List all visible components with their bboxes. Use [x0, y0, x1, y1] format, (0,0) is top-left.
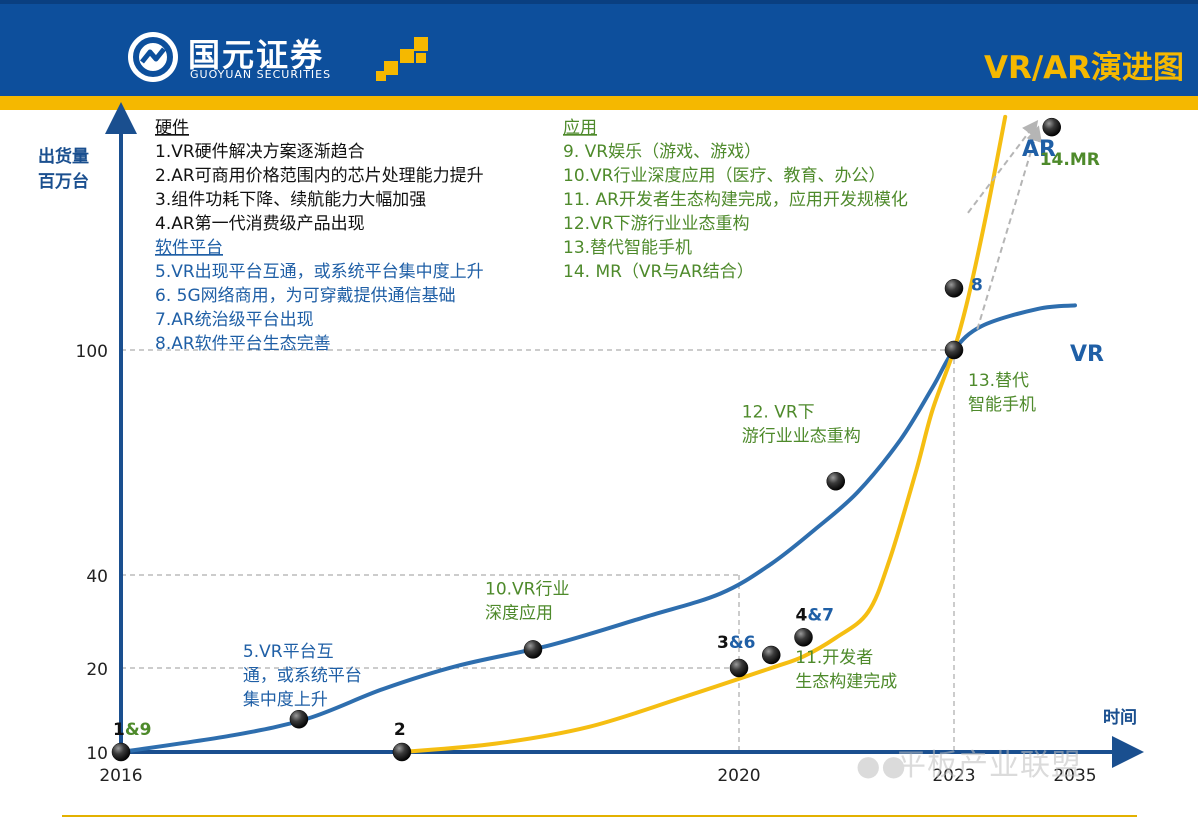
application-header: 应用 — [563, 118, 597, 138]
milestone-label: 12. VR下 — [742, 402, 815, 422]
software-item: 7.AR统治级平台出现 — [155, 310, 314, 330]
milestone-label: 5.VR平台互 — [243, 642, 334, 662]
header-bar: 国元证券 GUOYUAN SECURITIES VR/AR演进图 — [0, 0, 1198, 96]
y-tick-label: 100 — [76, 342, 108, 362]
series-line-ar — [399, 114, 1008, 754]
milestone-label: 13.替代 — [968, 371, 1029, 391]
hardware-item: 4.AR第一代消费级产品出现 — [155, 214, 365, 234]
milestone-point — [944, 279, 964, 298]
milestone-point — [826, 472, 845, 491]
milestone-point — [289, 709, 309, 729]
series-label-ar: AR — [1022, 137, 1056, 162]
application-item: 12.VR下游行业业态重构 — [563, 214, 749, 234]
y-tick-label: 10 — [86, 744, 108, 764]
software-item: 5.VR出现平台互通，或系统平台集中度上升 — [155, 262, 484, 282]
milestone-point — [729, 658, 749, 678]
software-item: 6. 5G网络商用，为可穿戴提供通信基础 — [155, 286, 456, 306]
y-axis-title: 百万台 — [38, 171, 89, 192]
footer-divider — [62, 815, 1137, 817]
header-stripe — [0, 96, 1198, 110]
company-name: 国元证券 — [188, 36, 325, 74]
milestone-label: 深度应用 — [485, 603, 553, 623]
milestone-point — [794, 628, 813, 647]
company-name-en: GUOYUAN SECURITIES — [190, 68, 332, 81]
series-label-vr: VR — [1070, 342, 1104, 367]
milestone-number-part: 1 — [113, 720, 125, 740]
hardware-header: 硬件 — [155, 118, 189, 138]
milestone-point — [762, 645, 781, 665]
x-tick-label: 2020 — [717, 766, 760, 786]
y-axis-title: 出货量 — [38, 146, 89, 167]
application-item: 10.VR行业深度应用（医疗、教育、办公） — [563, 166, 885, 186]
milestone-number-part: 8 — [971, 275, 983, 295]
company-logo-icon — [128, 32, 178, 82]
watermark: ●●平板产业联盟 — [856, 740, 1082, 784]
milestone-label: 游行业业态重构 — [742, 426, 861, 446]
application-item: 11. AR开发者生态构建完成，应用开发规模化 — [563, 190, 908, 210]
milestone-number-part: &6 — [729, 633, 756, 653]
milestone-number-label: 2 — [394, 720, 406, 740]
x-tick-label: 2023 — [932, 766, 975, 786]
milestone-number-label: 8 — [971, 275, 983, 295]
hardware-item: 3.组件功耗下降、续航能力大幅加强 — [155, 190, 426, 210]
x-axis-title: 时间 — [1103, 707, 1137, 728]
milestone-number-part: 4 — [796, 605, 808, 625]
application-item: 13.替代智能手机 — [563, 238, 692, 258]
milestone-label: 10.VR行业 — [485, 579, 569, 599]
x-tick-label: 2035 — [1053, 766, 1096, 786]
y-tick-label: 40 — [86, 567, 108, 587]
milestone-point — [523, 640, 543, 659]
hardware-item: 2.AR可商用价格范围内的芯片处理能力提升 — [155, 166, 484, 186]
mr-arrow-from-ar — [967, 119, 1039, 214]
milestone-label: 生态构建完成 — [795, 672, 897, 692]
mr-arrow-from-vr — [976, 125, 1042, 330]
logo-squares-icon — [376, 37, 428, 81]
y-tick-label: 20 — [86, 660, 108, 680]
milestone-label: 通，或系统平台 — [243, 666, 362, 686]
milestone-label: 14.MR — [1040, 150, 1100, 170]
software-item: 8.AR软件平台生态完善 — [155, 334, 331, 354]
reference-lines — [121, 349, 955, 752]
x-tick-label: 2016 — [99, 766, 142, 786]
milestone-label: 集中度上升 — [243, 690, 328, 710]
application-item: 14. MR（VR与AR结合） — [563, 262, 754, 282]
milestone-number-label: 4&7 — [796, 605, 835, 625]
milestone-number-part: 2 — [394, 720, 406, 740]
milestone-point — [944, 340, 964, 360]
page-title: VR/AR演进图 — [983, 50, 1184, 86]
milestone-number-label: 1&9 — [113, 720, 152, 740]
milestone-number-part: &9 — [125, 720, 152, 740]
hardware-item: 1.VR硬件解决方案逐渐趋合 — [155, 142, 365, 162]
milestone-label: 智能手机 — [968, 395, 1036, 415]
mr-arrows — [967, 119, 1042, 330]
software-header: 软件平台 — [155, 238, 223, 258]
milestone-label: 11.开发者 — [795, 648, 873, 668]
milestone-point — [1042, 117, 1061, 137]
milestone-number-label: 3&6 — [717, 633, 756, 653]
milestone-point — [111, 742, 131, 762]
axes — [105, 102, 1144, 768]
milestone-number-part: 3 — [717, 633, 729, 653]
application-item: 9. VR娱乐（游戏、游戏） — [563, 142, 761, 162]
watermark-text: 平板产业联盟 — [896, 748, 1082, 783]
milestone-number-part: &7 — [807, 605, 834, 625]
milestone-points — [111, 117, 1061, 762]
wechat-icon: ●● — [856, 749, 907, 782]
milestone-point — [392, 742, 412, 762]
